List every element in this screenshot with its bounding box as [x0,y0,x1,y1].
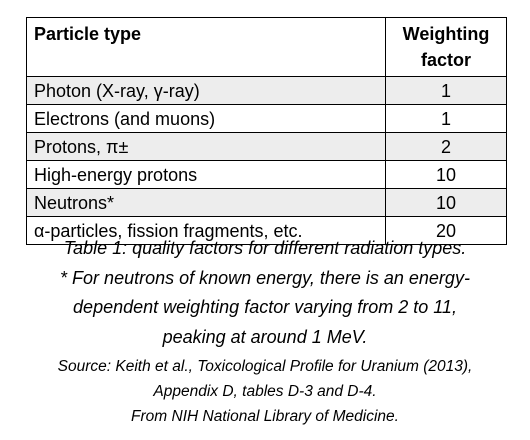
cell-particle-type: α-particles, fission fragments, etc. [26,216,386,245]
source-line-citation: Source: Keith et al., Toxicological Prof… [57,358,473,375]
table-row: Photon (X-ray, γ-ray) 1 [26,76,507,105]
table-row: Neutrons* 10 [26,188,507,217]
cell-particle-type: Protons, π± [26,132,386,161]
cell-weighting-factor: 20 [385,216,507,245]
table-caption: Table 1: quality factors for different r… [0,234,530,429]
caption-line-footnote-2: dependent weighting factor varying from … [73,297,457,317]
cell-particle-type: High-energy protons [26,160,386,189]
caption-line-footnote-1: * For neutrons of known energy, there is… [60,267,470,288]
cell-particle-type: Electrons (and muons) [26,104,386,133]
header-weighting-factor: Weighting factor [385,17,507,77]
caption-line-footnote-3: peaking at around 1 MeV. [162,326,368,347]
cell-weighting-factor: 10 [385,160,507,189]
table-header-row: Particle type Weighting factor [26,17,507,77]
header-weighting-factor-line2: factor [420,50,471,70]
caption-line-title: Table 1: quality factors for different r… [63,238,467,258]
table-row: High-energy protons 10 [26,160,507,189]
cell-weighting-factor: 10 [385,188,507,217]
cell-weighting-factor: 2 [385,132,507,161]
cell-weighting-factor: 1 [385,104,507,133]
table-row: α-particles, fission fragments, etc. 20 [26,216,507,245]
header-weighting-factor-line1: Weighting [402,24,490,44]
source-line-publisher: From NIH National Library of Medicine. [131,408,399,425]
table-row: Protons, π± 2 [26,132,507,161]
source-line-appendix: Appendix D, tables D-3 and D-4. [153,383,377,400]
cell-weighting-factor: 1 [385,76,507,105]
cell-particle-type: Photon (X-ray, γ-ray) [26,76,386,105]
header-particle-type-label: Particle type [34,24,142,44]
header-particle-type: Particle type [26,17,386,77]
weighting-factor-table-container: Particle type Weighting factor Photon (X… [26,17,507,245]
weighting-factor-table: Particle type Weighting factor Photon (X… [26,17,507,245]
cell-particle-type: Neutrons* [26,188,386,217]
table-row: Electrons (and muons) 1 [26,104,507,133]
